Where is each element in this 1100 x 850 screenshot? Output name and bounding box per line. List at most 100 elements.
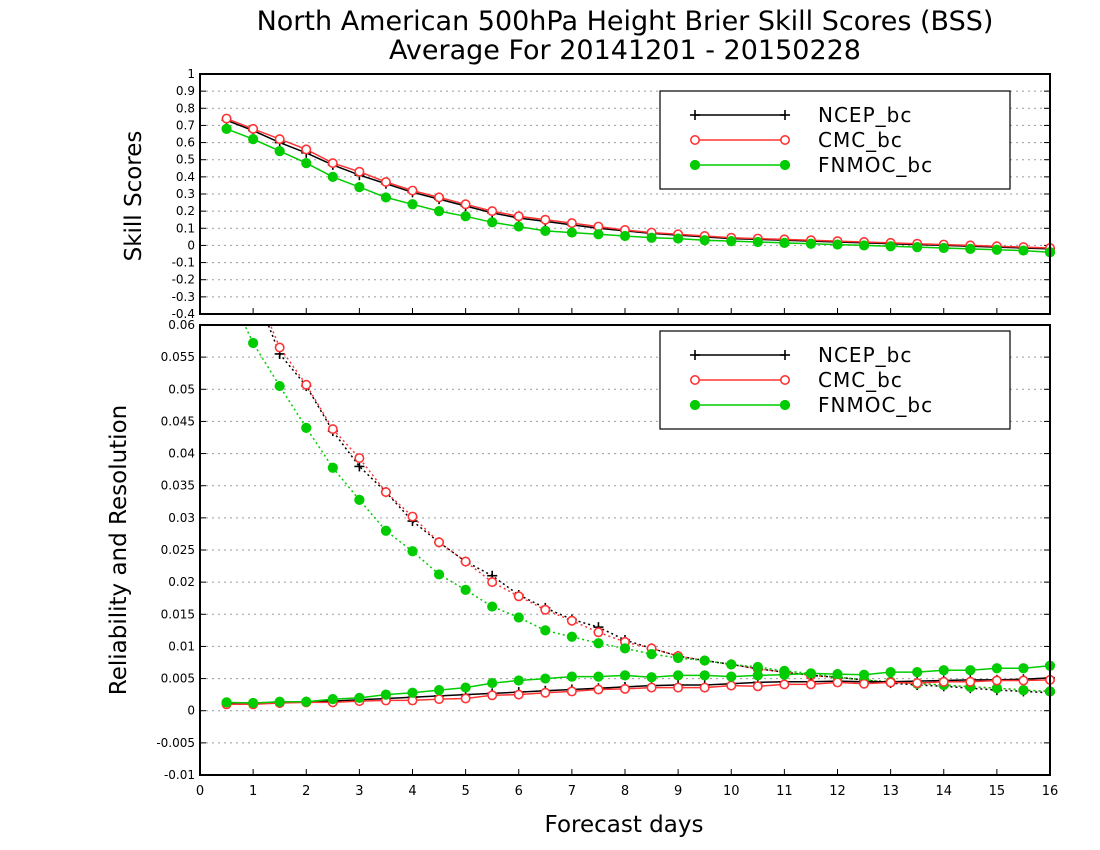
top-fnmoc-bc-point	[805, 238, 817, 249]
chart-title: North American 500hPa Height Brier Skill…	[257, 6, 994, 37]
resolution-cmc-bc-point	[991, 675, 1002, 686]
bottom-panel-y-ticks: 0.06 0.055 0.05 0.045 0.04 0.035 0.03 0.025 0.02…	[156, 318, 1050, 782]
xtick-label: 0	[196, 784, 204, 799]
resolution-fnmoc-bc-point	[460, 682, 471, 693]
reliability-cmc-bc-line	[269, 325, 1050, 693]
bottom-ytick-label: 0.03	[168, 511, 195, 525]
top-cmc-bc-point	[513, 211, 524, 222]
resolution-fnmoc-bc-point	[805, 668, 817, 679]
top-cmc-bc-point	[407, 185, 418, 196]
top-fnmoc-bc-point	[433, 206, 445, 217]
resolution-fnmoc-bc-point	[593, 671, 604, 682]
reliability-fnmoc-bc-point	[593, 638, 604, 649]
resolution-fnmoc-bc-point	[991, 663, 1002, 674]
top-fnmoc-bc-point	[858, 240, 870, 251]
top-ytick-label: 0.7	[176, 118, 195, 132]
top-ytick-label: -0.3	[172, 290, 195, 304]
bottom-legend-label: FNMOC_bc	[818, 393, 933, 417]
resolution-fnmoc-bc-point	[540, 673, 551, 684]
resolution-cmc-bc-point	[726, 680, 737, 691]
resolution-fnmoc-bc-point	[513, 675, 524, 686]
resolution-fnmoc-bc-point	[301, 696, 312, 707]
top-ytick-label: 0.8	[176, 101, 195, 115]
top-cmc-bc-point	[434, 192, 445, 203]
resolution-fnmoc-bc-point	[221, 697, 232, 708]
bottom-panel-ylabel: Reliability and Resolution	[106, 405, 132, 695]
resolution-cmc-bc-point	[513, 689, 524, 700]
x-axis-ticks: 0 1 2 3 4 5 6 7 8 9 10 11 12 13 14 15 16	[196, 308, 1058, 799]
reliability-cmc-bc-point	[566, 615, 577, 626]
reliability-fnmoc-bc-point	[407, 546, 418, 557]
resolution-cmc-bc-point	[434, 694, 445, 705]
reliability-ncep-bc-point	[354, 461, 365, 472]
bottom-ytick-label: 0.04	[168, 447, 195, 461]
resolution-cmc-bc-point	[699, 682, 710, 693]
top-ytick-label: 1	[187, 67, 195, 81]
bottom-panel-series	[221, 325, 1056, 710]
xtick-label: 1	[249, 784, 257, 799]
reliability-fnmoc-bc-point	[699, 655, 710, 666]
top-fnmoc-bc-point	[779, 237, 790, 248]
top-legend-marker	[779, 135, 790, 146]
reliability-fnmoc-bc-point	[752, 661, 763, 673]
top-fnmoc-bc-point	[354, 182, 365, 193]
reliability-fnmoc-bc-point	[646, 649, 657, 660]
resolution-cmc-bc-point	[540, 687, 551, 698]
xtick-label: 11	[776, 784, 793, 799]
top-cmc-bc-point	[274, 134, 285, 145]
top-cmc-bc-point	[380, 177, 391, 188]
top-fnmoc-bc-point	[274, 146, 285, 157]
xtick-label: 15	[989, 784, 1006, 799]
xtick-label: 9	[674, 784, 682, 799]
reliability-cmc-bc-point	[380, 487, 391, 498]
top-cmc-bc-point	[327, 158, 338, 169]
top-legend-label: FNMOC_bc	[818, 153, 933, 177]
resolution-cmc-bc-point	[1018, 675, 1029, 686]
reliability-fnmoc-bc-point	[673, 652, 684, 664]
reliability-fnmoc-bc-point	[566, 631, 577, 642]
reliability-cmc-bc-point	[407, 511, 418, 522]
top-panel-ylabel: Skill Scores	[121, 131, 147, 262]
top-fnmoc-bc-point	[752, 236, 763, 248]
reliability-fnmoc-bc-point	[274, 380, 285, 392]
reliability-fnmoc-bc-point	[619, 643, 631, 654]
resolution-fnmoc-bc-point	[1018, 663, 1029, 674]
bottom-ytick-label: 0.005	[161, 672, 195, 686]
top-fnmoc-bc-point	[513, 221, 524, 232]
resolution-cmc-bc-point	[673, 682, 684, 693]
top-ytick-label: -0.2	[172, 273, 195, 287]
reliability-fnmoc-bc-point	[487, 601, 498, 612]
resolution-cmc-bc-point	[752, 681, 763, 692]
top-ytick-label: -0.1	[172, 256, 195, 270]
resolution-cmc-bc-point	[832, 677, 843, 688]
top-cmc-bc-point	[354, 166, 365, 177]
top-cmc-bc-point	[566, 218, 577, 229]
bottom-ytick-label: -0.005	[156, 736, 195, 750]
resolution-cmc-bc-point	[619, 683, 630, 694]
resolution-cmc-bc-point	[779, 679, 790, 690]
bottom-legend-label: CMC_bc	[818, 368, 903, 392]
bottom-legend-label: NCEP_bc	[818, 343, 912, 367]
bottom-ytick-label: 0.02	[168, 575, 195, 589]
reliability-fnmoc-bc-point	[540, 625, 551, 636]
top-legend-label: CMC_bc	[818, 128, 903, 152]
reliability-fnmoc-bc-point	[354, 494, 365, 505]
top-fnmoc-bc-point	[646, 232, 657, 243]
reliability-fnmoc-bc-point	[460, 584, 471, 595]
reliability-fnmoc-bc-point	[513, 612, 524, 623]
reliability-cmc-bc-point	[434, 537, 445, 548]
top-fnmoc-bc-point	[407, 199, 418, 210]
resolution-fnmoc-bc-point	[248, 697, 259, 709]
top-panel-series	[221, 113, 1056, 258]
top-cmc-bc-point	[460, 199, 471, 210]
xtick-label: 8	[621, 784, 629, 799]
bottom-legend-marker	[689, 399, 701, 411]
top-fnmoc-bc-point	[327, 171, 338, 182]
resolution-fnmoc-bc-point	[327, 694, 338, 705]
bottom-ytick-label: 0.045	[161, 414, 195, 428]
resolution-cmc-bc-point	[646, 682, 657, 693]
bottom-legend-marker	[779, 374, 790, 385]
top-fnmoc-bc-point	[726, 236, 737, 247]
